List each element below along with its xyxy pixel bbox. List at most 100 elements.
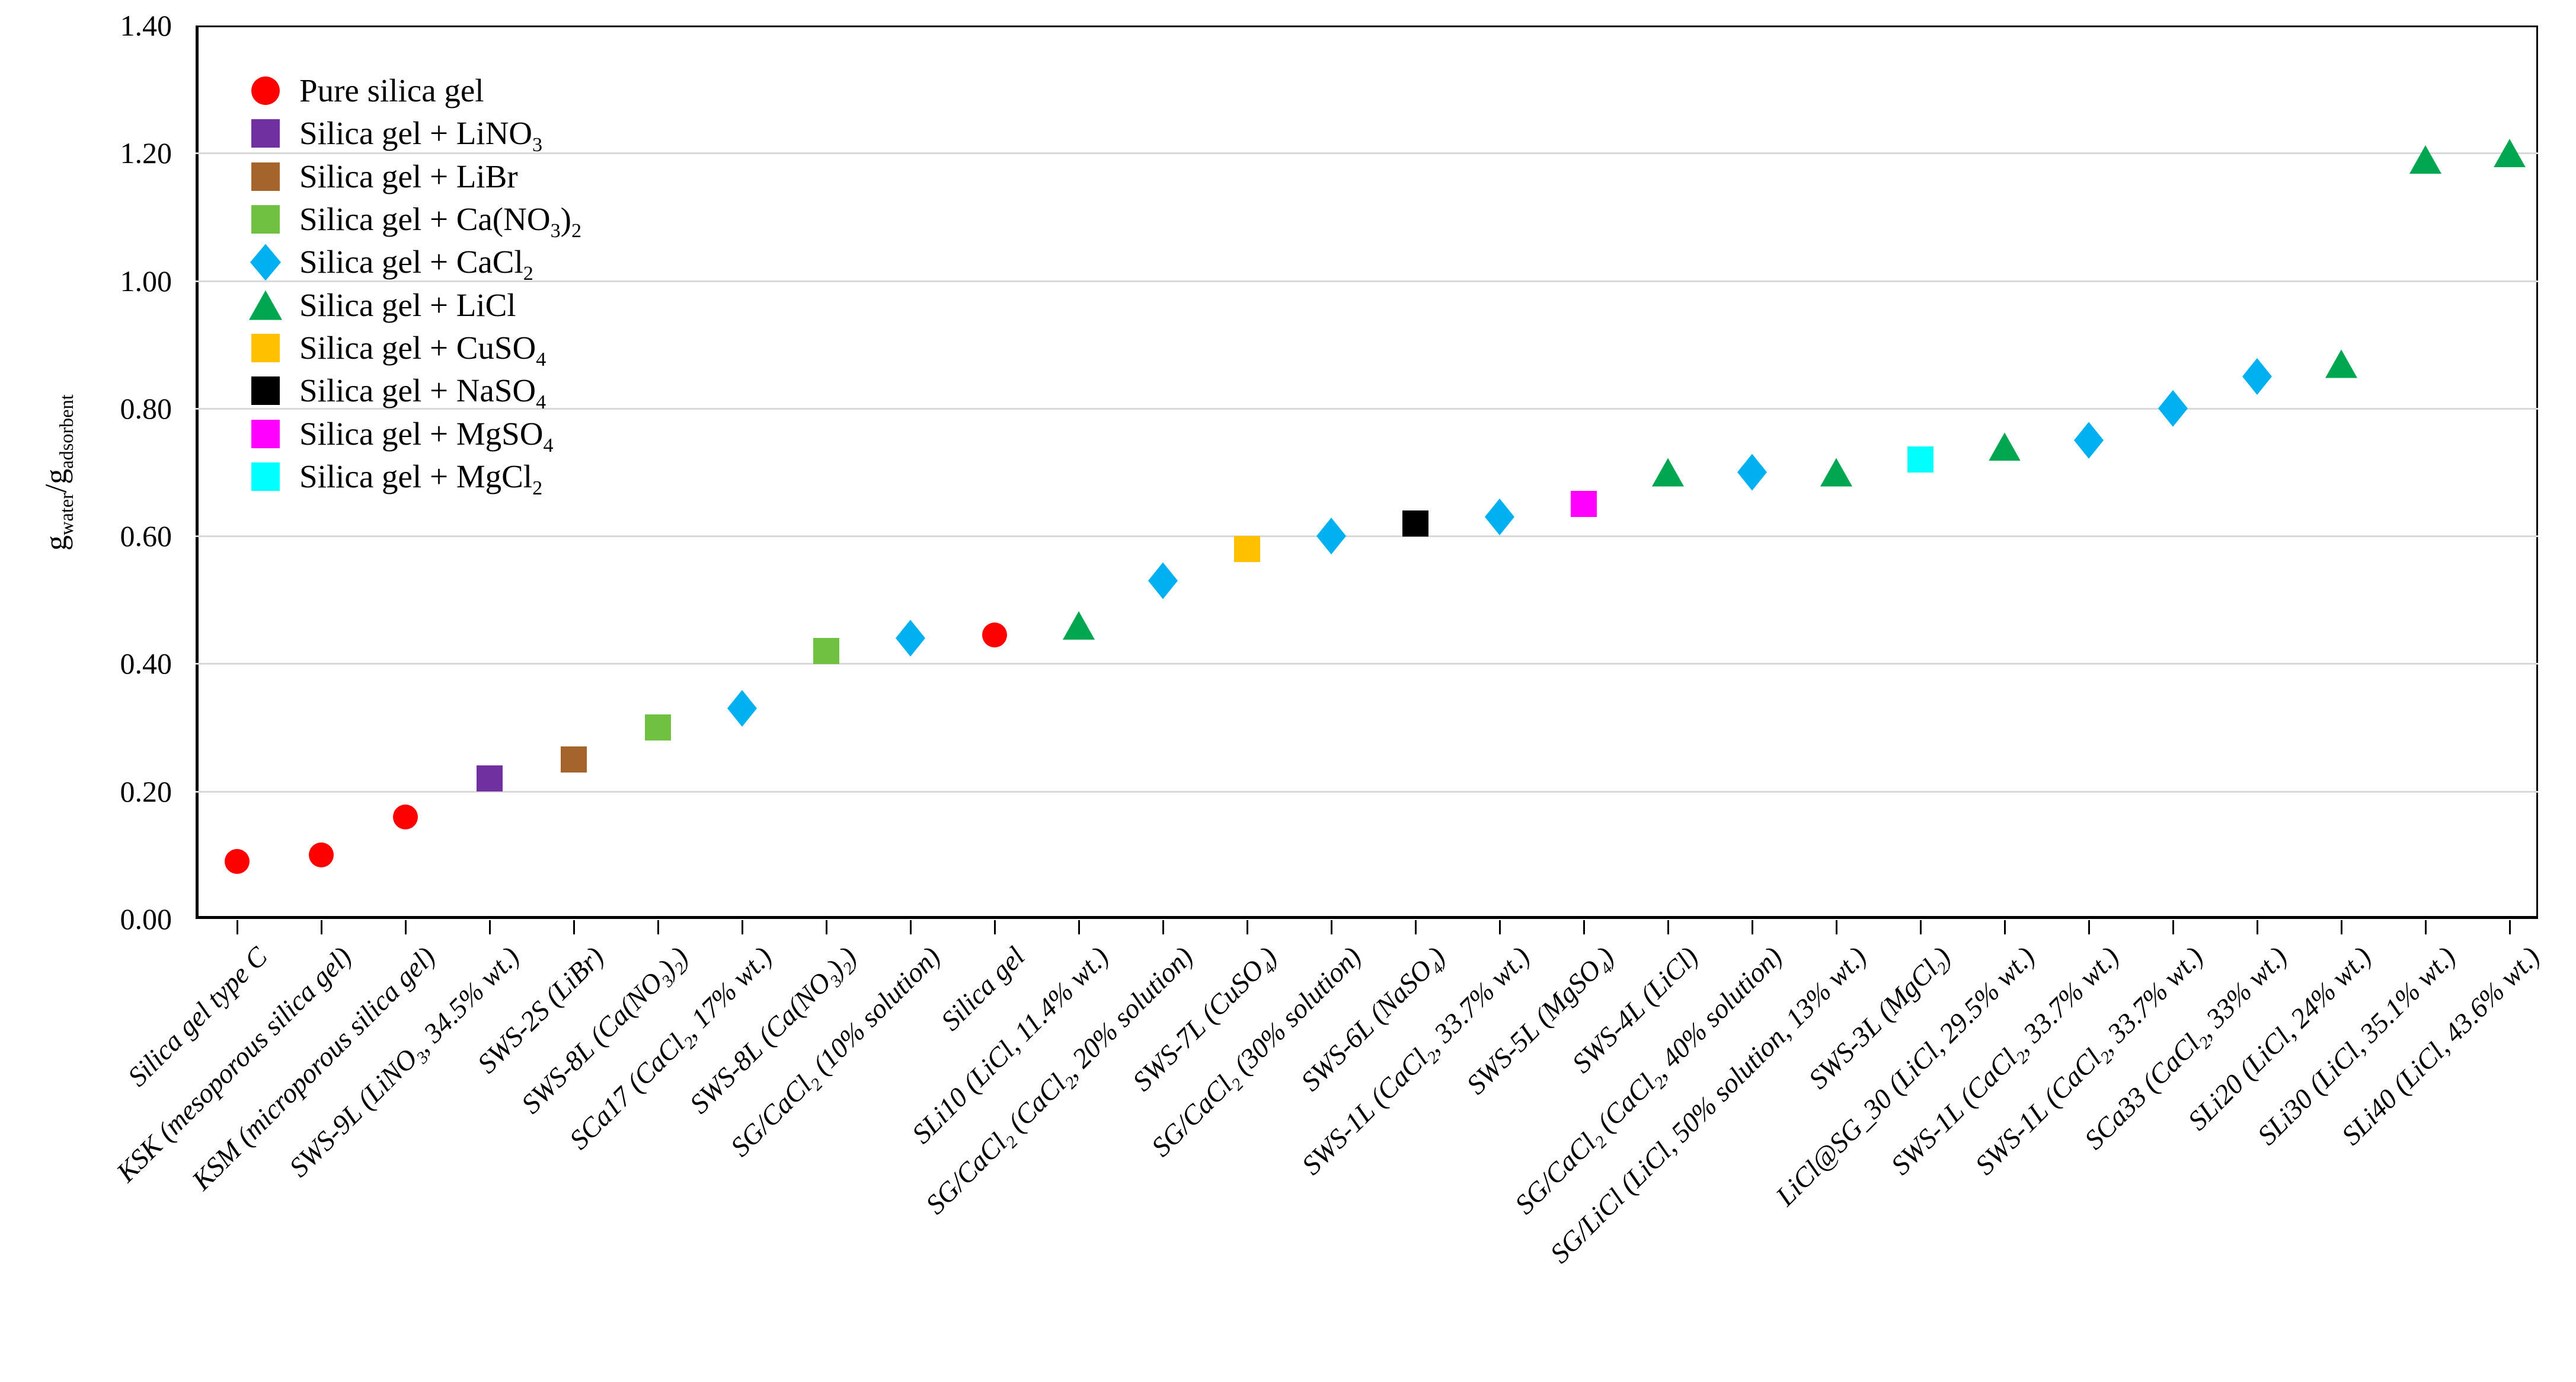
data-point-marker: [393, 804, 418, 829]
x-axis-tick: [1415, 920, 1417, 934]
legend-item: Silica gel + Ca(NO3)2: [249, 200, 960, 241]
y-tick-label: 1.20: [120, 136, 172, 170]
x-axis-tick: [1331, 920, 1332, 934]
y-gridline: [196, 407, 2538, 410]
x-axis-tick: [2257, 920, 2258, 934]
y-tick-label: 0.00: [120, 902, 172, 936]
x-axis-tick: [321, 920, 322, 934]
label-text: g: [39, 535, 73, 551]
label-text: Silica gel + LiNO: [299, 115, 533, 152]
label-text: ): [560, 200, 571, 237]
data-point-marker: [225, 849, 250, 874]
legend-item: Silica gel + LiCl: [249, 286, 960, 324]
legend-marker-square-icon: [251, 462, 280, 491]
label-text: Silica gel + MgSO: [299, 415, 544, 452]
data-point-marker: [1571, 491, 1597, 518]
legend-label: Silica gel + Ca(NO3)2: [299, 200, 581, 241]
x-axis-tick: [657, 920, 659, 934]
subscript-text: 4: [543, 434, 554, 457]
subscript-text: 2: [571, 219, 581, 242]
data-point-marker: [477, 765, 503, 792]
data-point-marker: [309, 842, 334, 868]
x-axis-tick: [236, 920, 238, 934]
legend-marker-diamond-icon: [250, 244, 281, 281]
x-axis-tick: [1920, 920, 1922, 934]
x-axis-tick: [1499, 920, 1501, 934]
y-tick-label: 0.20: [120, 774, 172, 808]
subscript-text: adsorbent: [55, 394, 77, 469]
legend-marker-square-icon: [251, 376, 280, 406]
legend-marker-square-icon: [251, 419, 280, 448]
legend-marker-square-icon: [251, 119, 280, 148]
subscript-text: 3: [532, 134, 543, 157]
x-axis-tick: [489, 920, 491, 934]
x-category-label: SG/LiCl (LiCl, 50% solution, 13% wt.): [1544, 941, 1873, 1270]
x-axis-tick: [405, 920, 407, 934]
data-point-marker: [1907, 446, 1933, 473]
legend-item: Silica gel + MgSO4: [249, 415, 960, 456]
label-text: SWS-8L (Ca(NO: [515, 966, 669, 1120]
x-axis-tick: [2088, 920, 2090, 934]
x-category-label: SWS-5L (MgSO4): [1460, 941, 1620, 1100]
y-tick-label: 1.40: [120, 9, 172, 42]
subscript-text: 3: [550, 219, 561, 242]
subscript-text: 4: [536, 348, 546, 371]
label-text: (CaCl: [1586, 1068, 1661, 1143]
legend-marker-square-icon: [251, 333, 280, 362]
x-axis-tick: [2341, 920, 2342, 934]
label-text: SWS-8L (Ca(NO: [683, 966, 838, 1120]
label-text: Silica gel + CaCl: [299, 244, 523, 280]
label-text: SG/LiCl (LiCl, 50% solution, 13% wt.): [1544, 941, 1873, 1270]
x-category-label: SWS-6L (NaSO4): [1296, 941, 1452, 1097]
subscript-text: water: [55, 492, 77, 535]
y-axis-title: gwater/gadsorbent: [39, 394, 77, 551]
label-text: Silica gel + LiCl: [299, 286, 516, 323]
y-tick-label: 0.60: [120, 519, 172, 553]
legend-label: Silica gel + LiBr: [299, 158, 518, 196]
x-axis-tick: [910, 920, 912, 934]
label-text: Pure silica gel: [299, 72, 484, 108]
legend-marker-square-icon: [251, 205, 280, 234]
data-point-marker: [982, 622, 1007, 647]
legend-item: Silica gel + NaSO4: [249, 372, 960, 414]
label-text: Silica gel + LiBr: [299, 158, 518, 194]
label-text: Silica gel + NaSO: [299, 372, 536, 409]
legend-label: Silica gel + LiNO3: [299, 114, 542, 155]
legend-item: Silica gel + MgCl2: [249, 458, 960, 499]
y-tick-label: 0.40: [120, 647, 172, 681]
y-gridline: [196, 535, 2538, 538]
x-axis-tick: [1247, 920, 1248, 934]
x-axis-tick: [573, 920, 575, 934]
legend-item: Silica gel + CuSO4: [249, 329, 960, 370]
y-gridline: [196, 790, 2538, 793]
legend-label: Silica gel + MgCl2: [299, 458, 543, 499]
subscript-text: 2: [532, 477, 543, 499]
y-gridline: [196, 280, 2538, 282]
y-tick-label: 0.80: [120, 391, 172, 425]
x-axis-tick: [1583, 920, 1585, 934]
x-axis-tick: [1836, 920, 1837, 934]
x-category-label: SWS-7L (CuSO4): [1127, 941, 1283, 1097]
y-tick-label: 1.00: [120, 264, 172, 298]
legend-marker-circle-icon: [251, 76, 280, 105]
legend-item: Silica gel + LiBr: [249, 158, 960, 196]
legend-label: Silica gel + LiCl: [299, 286, 516, 324]
legend-label: Silica gel + MgSO4: [299, 415, 553, 456]
data-point-marker: [645, 714, 671, 741]
subscript-text: 2: [523, 263, 533, 285]
x-axis-tick: [2004, 920, 2006, 934]
data-point-marker: [1234, 535, 1260, 562]
x-axis-tick: [1078, 920, 1080, 934]
legend-marker-square-icon: [251, 162, 280, 191]
label-text: Silica gel + MgCl: [299, 458, 533, 494]
label-text: Silica gel + Ca(NO: [299, 200, 551, 237]
label-text: /g: [39, 468, 73, 493]
legend-label: Pure silica gel: [299, 72, 484, 110]
x-axis-tick: [1667, 920, 1669, 934]
data-point-marker: [561, 746, 587, 773]
subscript-text: 4: [536, 391, 546, 414]
legend-item: Silica gel + CaCl2: [249, 243, 960, 284]
legend-marker-triangle-icon: [249, 290, 282, 320]
x-axis-tick: [1162, 920, 1164, 934]
